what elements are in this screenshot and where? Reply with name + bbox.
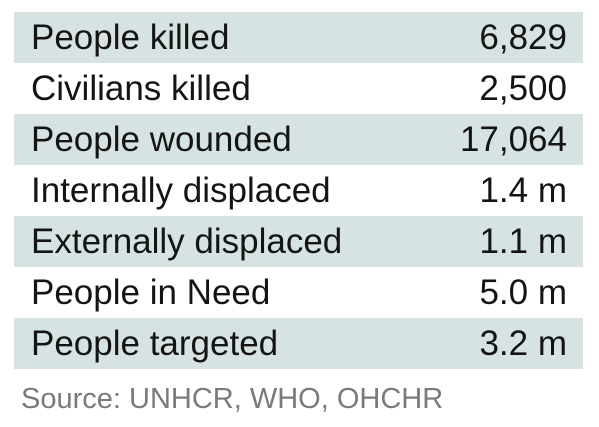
stat-label: People killed xyxy=(31,18,230,57)
stat-value: 2,500 xyxy=(479,69,567,108)
stat-value: 17,064 xyxy=(459,120,567,159)
stat-label: Internally displaced xyxy=(31,171,331,210)
stat-label: People in Need xyxy=(31,273,271,312)
stat-value: 3.2 m xyxy=(479,324,567,363)
stat-row-externally-displaced: Externally displaced 1.1 m xyxy=(14,216,583,267)
stat-row-internally-displaced: Internally displaced 1.4 m xyxy=(14,165,583,216)
stat-label: Civilians killed xyxy=(31,69,251,108)
stat-row-people-targeted: People targeted 3.2 m xyxy=(14,318,583,369)
stat-row-people-killed: People killed 6,829 xyxy=(14,12,583,63)
stat-row-people-in-need: People in Need 5.0 m xyxy=(14,267,583,318)
stats-table: People killed 6,829 Civilians killed 2,5… xyxy=(14,12,583,369)
stat-value: 6,829 xyxy=(479,18,567,57)
stat-label: People targeted xyxy=(31,324,279,363)
stat-label: Externally displaced xyxy=(31,222,343,261)
stat-value: 1.1 m xyxy=(479,222,567,261)
source-note: Source: UNHCR, WHO, OHCHR xyxy=(21,383,444,415)
stat-value: 5.0 m xyxy=(479,273,567,312)
stat-value: 1.4 m xyxy=(479,171,567,210)
stat-label: People wounded xyxy=(31,120,292,159)
stat-row-civilians-killed: Civilians killed 2,500 xyxy=(14,63,583,114)
stat-row-people-wounded: People wounded 17,064 xyxy=(14,114,583,165)
